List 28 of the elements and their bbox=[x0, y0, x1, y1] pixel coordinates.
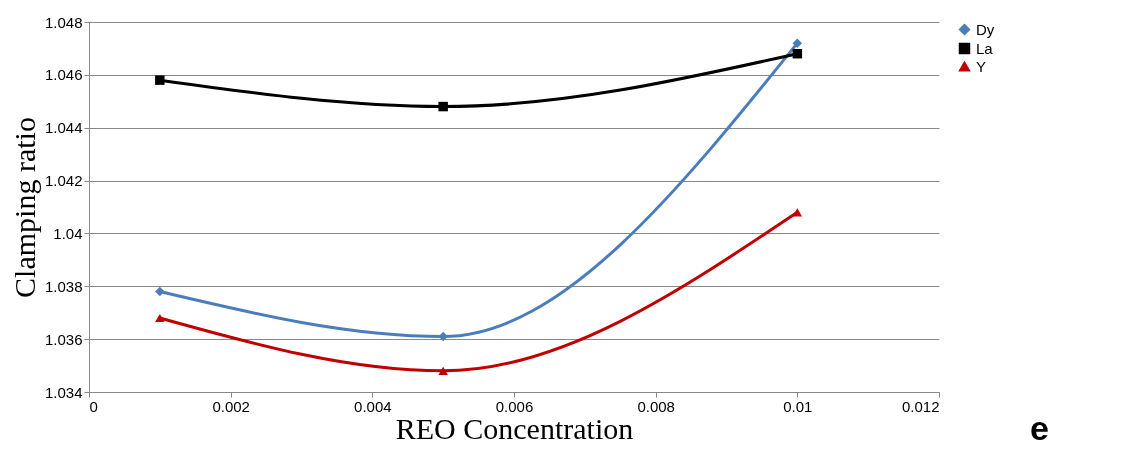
point bbox=[438, 331, 448, 342]
point bbox=[792, 208, 803, 217]
point bbox=[438, 366, 448, 375]
y-tick-label: 1.04 bbox=[53, 224, 83, 242]
point bbox=[792, 48, 803, 59]
x-tick-label: 0.01 bbox=[783, 397, 813, 415]
legend-label: La bbox=[976, 39, 994, 57]
y-tick-label: 1.042 bbox=[44, 172, 83, 190]
y-tick-label: 1.046 bbox=[44, 66, 83, 84]
text: e bbox=[1030, 409, 1049, 447]
y-tick-label: 1.034 bbox=[44, 383, 83, 401]
y-tick-label: 1.048 bbox=[44, 13, 83, 31]
legend-label: Dy bbox=[976, 20, 995, 38]
point bbox=[438, 101, 448, 112]
y-tick-label: 1.044 bbox=[44, 119, 83, 137]
x-tick-label: 0.004 bbox=[354, 397, 392, 415]
y-tick-label: 1.036 bbox=[44, 330, 83, 348]
legend-label: Y bbox=[976, 57, 987, 75]
point bbox=[792, 38, 803, 48]
point bbox=[155, 313, 165, 323]
x-tick-label: 0.002 bbox=[212, 397, 250, 415]
y-axis-title: Clamping ratio bbox=[7, 117, 41, 298]
y-tick-label: 1.038 bbox=[44, 277, 83, 295]
x-tick-label: 0.008 bbox=[637, 397, 675, 415]
x-tick-label: 0.012 bbox=[901, 397, 940, 415]
point bbox=[155, 75, 165, 85]
x-tick-label: 0 bbox=[89, 397, 98, 415]
point bbox=[155, 286, 165, 297]
